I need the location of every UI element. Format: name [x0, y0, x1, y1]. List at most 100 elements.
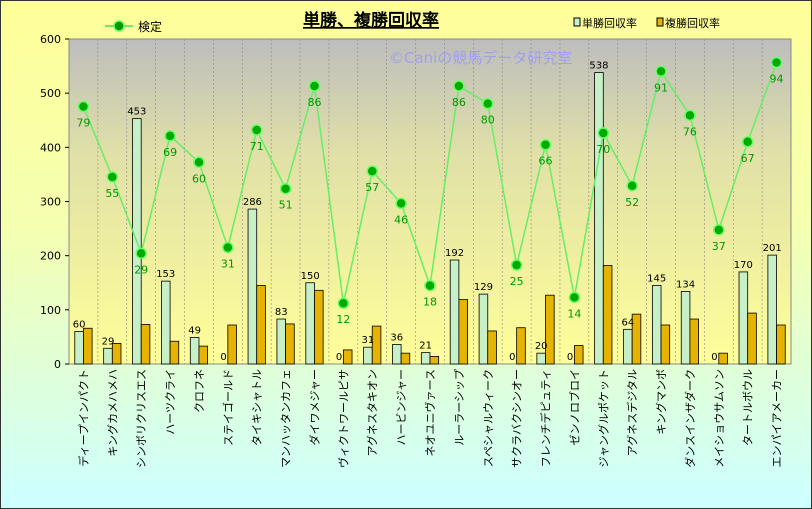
bar-fukusho	[169, 340, 180, 365]
bar-value-label: 286	[243, 197, 262, 208]
bar-value-label: 145	[647, 273, 666, 284]
x-tick-label: ハービンジャー	[395, 369, 408, 445]
bar-value-label: 21	[419, 341, 432, 352]
bar-fukusho	[776, 324, 786, 365]
bar-value-label: 129	[474, 282, 493, 293]
line-point	[568, 291, 581, 304]
bar-fukusho	[400, 352, 411, 365]
line-point	[279, 182, 292, 195]
bar-tansho	[420, 352, 431, 365]
bar-value-label: 0	[567, 352, 573, 363]
line-value-label: 80	[481, 114, 495, 127]
x-tick-label: ヴィクトワールピサ	[336, 369, 350, 468]
bar-fukusho	[631, 313, 642, 365]
line-value-label: 37	[712, 240, 726, 253]
line-value-label: 86	[452, 96, 466, 109]
x-tick-label: フレンチデピュティ	[539, 369, 553, 467]
bar-tansho	[594, 72, 604, 365]
line-value-label: 57	[365, 181, 379, 194]
line-point	[250, 124, 263, 136]
y-tick-label: 300	[40, 196, 61, 209]
bar-value-label: 0	[336, 352, 342, 363]
line-point	[164, 130, 176, 142]
bar-tansho	[305, 282, 315, 365]
line-value-label: 25	[510, 275, 524, 288]
line-point	[222, 241, 234, 254]
y-tick-label: 400	[40, 141, 61, 154]
bar-value-label: 170	[734, 260, 753, 271]
bar-value-label: 0	[711, 352, 717, 363]
line-value-label: 79	[76, 117, 90, 130]
line-point	[135, 247, 147, 260]
bar-tansho	[392, 344, 402, 365]
x-tick-label: ディープインパクト	[76, 369, 90, 467]
legend-line-label: 検定	[138, 19, 162, 34]
bar-value-label: 0	[220, 352, 226, 363]
bar-fukusho	[574, 345, 584, 365]
line-value-label: 76	[683, 125, 697, 138]
bar-tansho	[189, 337, 200, 365]
y-tick-label: 600	[40, 33, 61, 46]
bar-value-label: 36	[390, 333, 403, 344]
x-tick-label: ゼンノロブロイ	[567, 369, 581, 445]
x-tick-label: アグネスデジタル	[625, 369, 639, 456]
line-point	[193, 156, 205, 169]
plot-area	[68, 38, 792, 365]
line-value-label: 51	[279, 199, 293, 212]
x-tick-label: エンパイアメーカー	[771, 369, 784, 467]
line-value-label: 52	[625, 196, 639, 209]
x-tick-label: クロフネ	[193, 369, 206, 413]
bar-value-label: 150	[301, 271, 320, 282]
legend-line: 検定	[105, 19, 162, 34]
bar-fukusho	[458, 299, 468, 365]
y-tick-label: 500	[40, 87, 61, 100]
bar-fukusho	[198, 345, 209, 365]
y-tick-label: 200	[40, 250, 61, 263]
bar-tansho	[103, 347, 113, 365]
bar-fukusho	[314, 289, 324, 365]
line-value-label: 67	[741, 152, 755, 165]
line-point	[395, 197, 407, 210]
legend-fukusho-swatch	[656, 17, 664, 27]
bar-fukusho	[342, 349, 353, 365]
bar-value-label: 538	[589, 61, 608, 72]
x-tick-label: キングカメハメハ	[105, 369, 119, 457]
y-tick-label: 0	[54, 358, 61, 371]
bar-fukusho	[660, 324, 671, 365]
line-point	[106, 171, 119, 183]
line-point	[482, 97, 494, 110]
watermark: ©Caniの競馬データ研究室	[389, 49, 572, 67]
line-point	[337, 297, 350, 309]
line-value-label: 18	[423, 296, 437, 309]
bar-value-label: 31	[362, 335, 375, 346]
x-tick-label: メイショウサムソン	[713, 369, 726, 468]
line-value-label: 55	[105, 187, 119, 200]
bar-tansho	[161, 280, 171, 365]
legend-tansho-label: 単勝回収率	[582, 16, 637, 30]
line-point	[713, 224, 725, 236]
x-tick-label: ルーラーシップ	[453, 369, 466, 446]
bar-fukusho	[545, 294, 555, 365]
bar-value-label: 453	[127, 107, 146, 118]
bar-tansho	[363, 346, 373, 365]
line-value-label: 70	[596, 143, 610, 156]
bar-fukusho	[111, 343, 122, 365]
line-value-label: 12	[336, 313, 350, 326]
x-tick-label: アグネスタキオン	[365, 369, 379, 456]
line-point	[741, 136, 754, 148]
bar-fukusho	[429, 356, 440, 365]
x-tick-label: マンハッタンカフェ	[280, 369, 293, 468]
x-tick-label: キングマンボ	[654, 369, 668, 435]
bar-fukusho	[718, 352, 728, 365]
line-point	[308, 80, 321, 92]
line-value-label: 29	[134, 263, 148, 276]
line-value-label: 91	[654, 81, 668, 94]
x-tick-label: タイキシャトル	[251, 369, 264, 446]
line-value-label: 66	[539, 155, 553, 168]
bar-fukusho	[83, 327, 93, 365]
bar-value-label: 0	[509, 352, 515, 363]
bar-tansho	[738, 271, 749, 365]
line-value-label: 94	[770, 72, 784, 85]
line-point	[510, 259, 523, 271]
x-tick-label: ダンスインザダーク	[683, 369, 697, 468]
